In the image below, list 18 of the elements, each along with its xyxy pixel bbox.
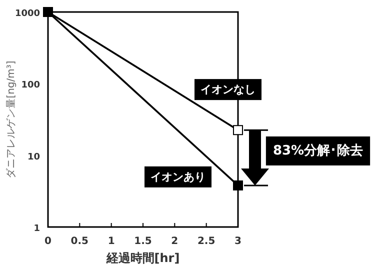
- series-label: イオンなし: [200, 83, 256, 96]
- x-axis-title: 経過時間[hr]: [105, 251, 180, 265]
- label-series: イオンなし: [194, 79, 262, 100]
- annotation: 83%分解･除去: [266, 136, 370, 166]
- series-label: イオンあり: [150, 170, 206, 184]
- x-tick-label: 2: [171, 236, 178, 247]
- x-tick-label: 0.5: [70, 236, 89, 247]
- x-tick-label: 1.5: [134, 236, 152, 247]
- y-tick-label: 1: [34, 224, 40, 234]
- y-tick-label: 10: [27, 152, 40, 162]
- y-axis-title: ダニアレルゲン量[ng/m³]: [5, 60, 17, 178]
- x-tick-label: 3: [234, 236, 242, 247]
- x-tick-label: 0: [44, 236, 52, 247]
- label-series: イオンあり: [144, 166, 212, 188]
- x-tick-label: 1: [108, 236, 115, 247]
- y-tick-label: 1000: [14, 9, 40, 19]
- x-tick-label: 2.5: [197, 236, 216, 247]
- y-tick-label: 100: [21, 80, 40, 91]
